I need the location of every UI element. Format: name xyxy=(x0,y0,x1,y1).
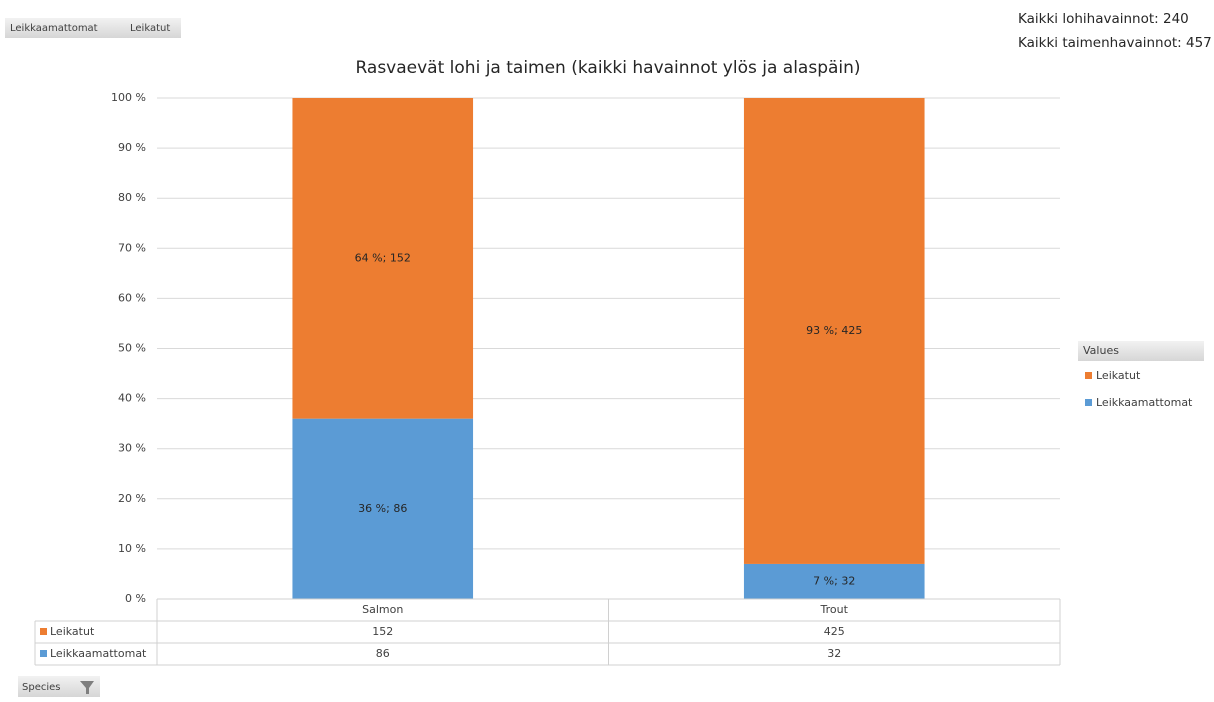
field-button[interactable] xyxy=(125,18,181,38)
x-tick-label: Trout xyxy=(820,603,849,616)
x-tick-label: Salmon xyxy=(362,603,403,616)
y-tick-label: 60 % xyxy=(118,291,146,304)
table-cell: 86 xyxy=(376,647,390,660)
y-tick-label: 80 % xyxy=(118,191,146,204)
y-tick-label: 40 % xyxy=(118,392,146,405)
y-tick-label: 50 % xyxy=(118,342,146,355)
y-tick-label: 100 % xyxy=(111,91,146,104)
table-key xyxy=(40,628,47,635)
axis-field-button-label[interactable]: Species xyxy=(22,682,61,693)
bar-segment xyxy=(743,98,925,564)
y-tick-label: 70 % xyxy=(118,241,146,254)
field-button-label[interactable]: Leikkaamattomat xyxy=(10,23,98,34)
field-button-label[interactable]: Leikatut xyxy=(130,23,170,34)
legend-key xyxy=(1085,399,1092,406)
legend-label: Leikkaamattomat xyxy=(1096,396,1193,409)
legend-title-box xyxy=(1078,341,1204,361)
data-label: 64 %; 152 xyxy=(355,251,411,264)
y-tick-label: 30 % xyxy=(118,442,146,455)
note: Kaikki taimenhavainnot: 457 xyxy=(1018,35,1212,51)
field-button[interactable] xyxy=(5,18,125,38)
chart-title: Rasvaevät lohi ja taimen (kaikki havainn… xyxy=(355,58,860,78)
data-label: 7 %; 32 xyxy=(813,574,855,587)
legend-key xyxy=(1085,372,1092,379)
data-label: 36 %; 86 xyxy=(358,502,407,515)
y-tick-label: 10 % xyxy=(118,542,146,555)
table-key xyxy=(40,650,47,657)
table-cell: 152 xyxy=(372,625,393,638)
bar-segment xyxy=(292,98,474,419)
table-cell: 32 xyxy=(827,647,841,660)
bar-segment xyxy=(292,418,474,599)
axis-field-button[interactable] xyxy=(18,676,100,697)
y-tick-label: 90 % xyxy=(118,141,146,154)
filter-icon[interactable] xyxy=(80,681,94,694)
legend-label: Leikatut xyxy=(1096,369,1141,382)
note: Kaikki lohihavainnot: 240 xyxy=(1018,11,1189,27)
table-cell: 425 xyxy=(824,625,845,638)
table-row-label: Leikatut xyxy=(50,625,95,638)
table-row-label: Leikkaamattomat xyxy=(50,647,147,660)
data-label: 93 %; 425 xyxy=(806,324,862,337)
bar-segment xyxy=(743,563,925,599)
legend-title: Values xyxy=(1083,344,1119,357)
y-tick-label: 0 % xyxy=(125,592,146,605)
y-tick-label: 20 % xyxy=(118,492,146,505)
